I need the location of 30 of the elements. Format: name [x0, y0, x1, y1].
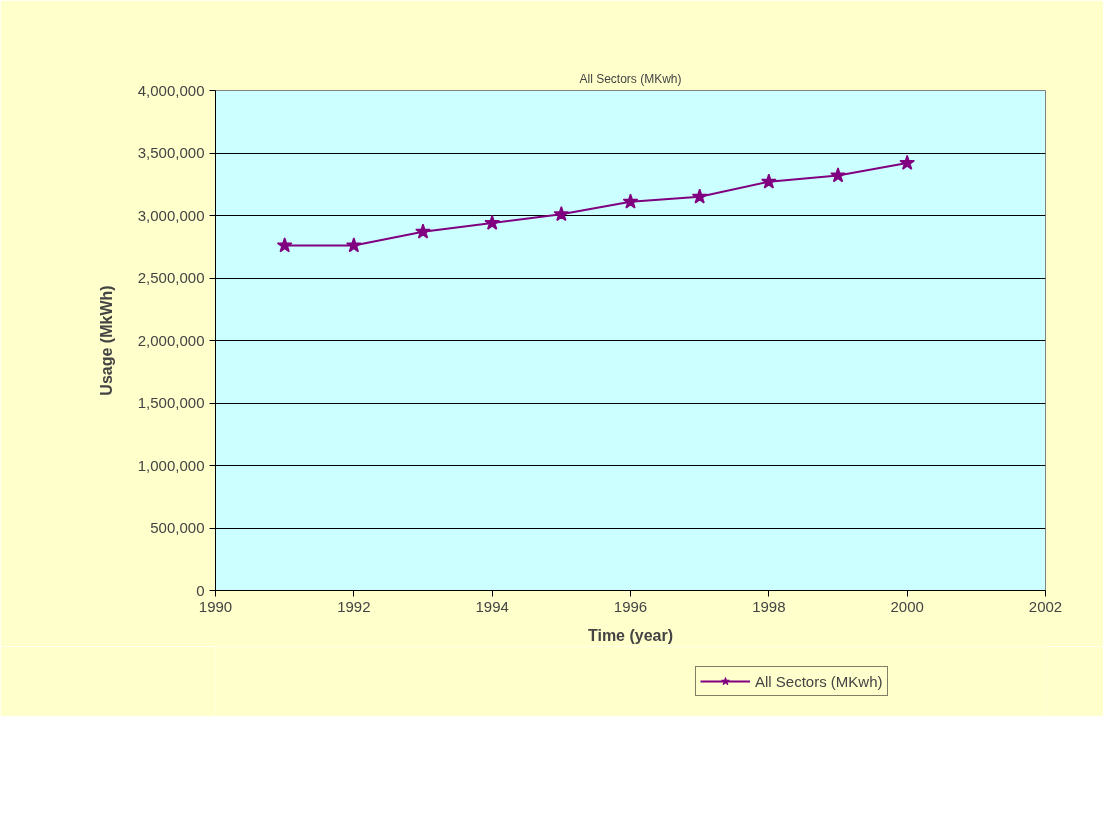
point — [276, 237, 293, 253]
x-tick-label: 2002 — [1028, 597, 1063, 615]
x-tick-label: 1998 — [752, 597, 786, 615]
x-axis-title: Time (year) — [587, 626, 674, 644]
x-tick-label: 2000 — [890, 597, 924, 615]
y-tick-label: 3,000,000 — [137, 206, 205, 224]
legend-label: All Sectors (MKwh) — [755, 672, 883, 690]
y-tick-label: 1,000,000 — [137, 456, 205, 474]
point — [484, 214, 501, 230]
y-tick-label: 4,000,000 — [137, 81, 205, 99]
y-axis-title: Usage (MkWh) — [97, 285, 115, 396]
point — [691, 188, 708, 204]
x-tick-label: 1992 — [337, 597, 371, 615]
point — [899, 154, 916, 170]
point — [415, 223, 431, 239]
x-tick-label: 1990 — [198, 597, 233, 615]
point — [345, 237, 362, 253]
y-tick-label: 2,500,000 — [137, 269, 205, 286]
chart-title: All Sectors (MKwh) — [579, 71, 682, 86]
y-tick-label: 1,500,000 — [137, 394, 205, 411]
x-tick-label: 1996 — [613, 597, 648, 615]
x-tick-label: 1994 — [475, 597, 509, 615]
y-tick-label: 0 — [196, 581, 205, 599]
y-tick-label: 3,500,000 — [137, 144, 205, 161]
point — [622, 193, 639, 209]
point — [830, 167, 846, 183]
y-tick-label: 2,000,000 — [137, 331, 205, 349]
point — [553, 206, 570, 222]
point — [760, 173, 777, 189]
y-tick-label: 500,000 — [150, 519, 205, 536]
